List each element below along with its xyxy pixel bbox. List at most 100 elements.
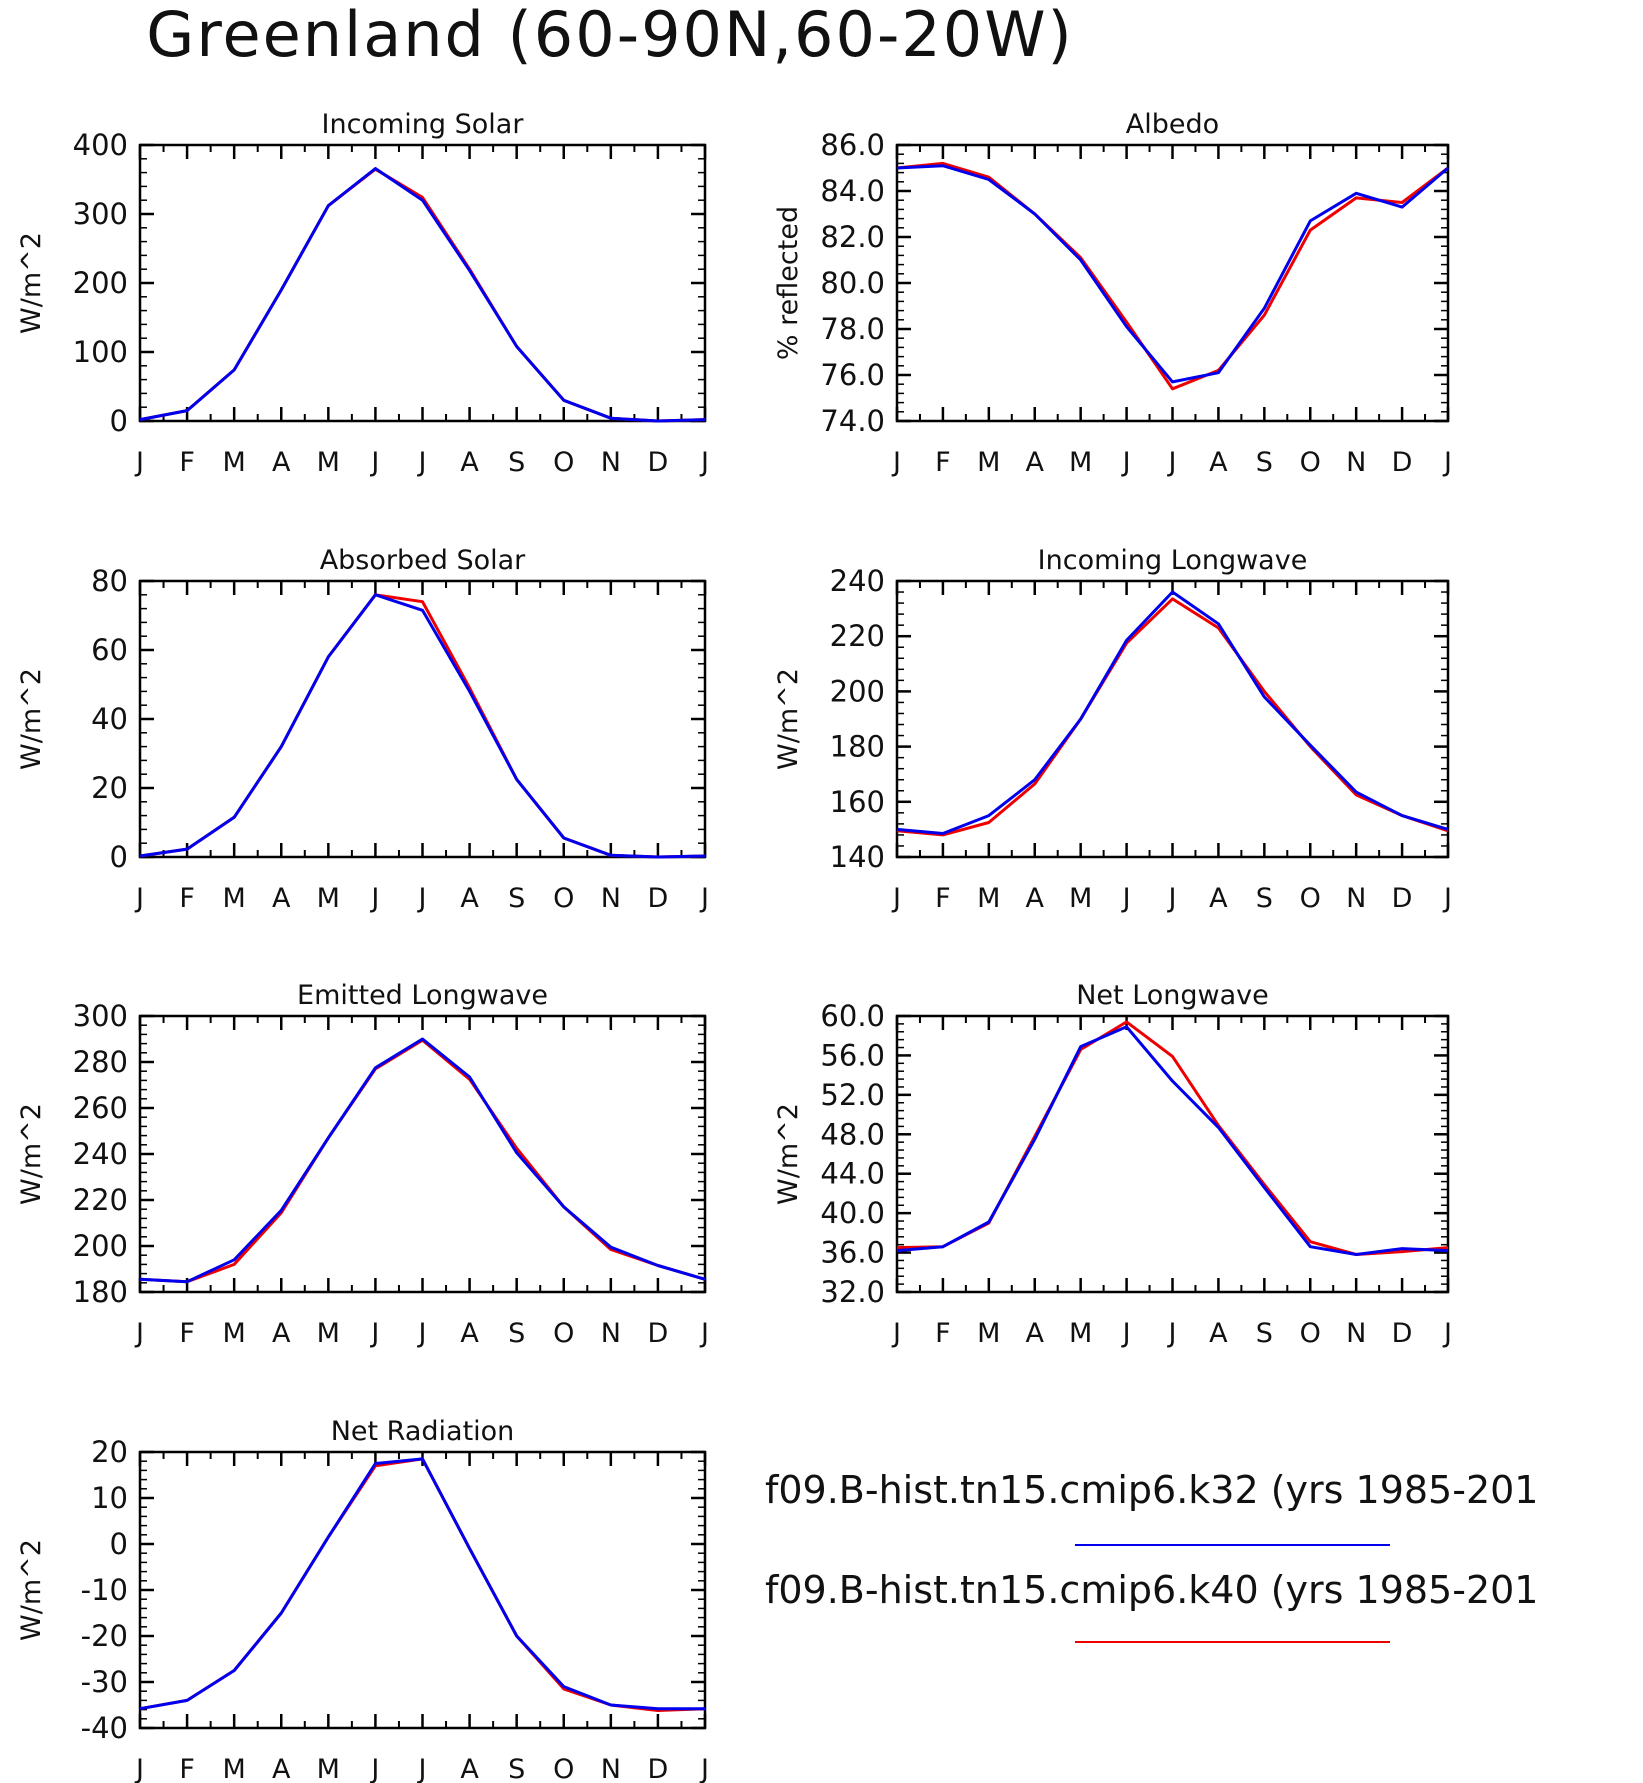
y-tick-label: -10 [81,1573,128,1607]
x-tick-label: M [977,1318,1000,1349]
x-tick-label: J [417,883,427,914]
x-tick-label: A [460,1318,479,1349]
x-tick-label: A [272,1754,291,1783]
x-tick-label: J [1442,883,1452,914]
x-tick-label: M [1069,1318,1092,1349]
x-tick-label: S [508,1754,525,1783]
x-tick-label: M [317,1754,340,1783]
y-tick-label: 240 [73,1137,128,1171]
x-tick-label: J [1121,883,1131,914]
y-tick-label: 160 [830,785,885,819]
x-tick-label: O [1300,883,1321,914]
plot-frame [138,1450,707,1730]
y-tick-label: 76.0 [820,358,885,392]
series-line-k40 [139,1457,706,1712]
x-tick-label: M [223,883,246,914]
series-line-k40 [896,1020,1449,1256]
series-line-k32 [896,1025,1449,1256]
y-tick-label: 100 [73,335,128,369]
legend-line-k40 [1075,1641,1390,1643]
y-tick-label: -30 [81,1665,128,1699]
x-tick-label: M [317,883,340,914]
x-tick-label: J [1167,883,1177,914]
legend-label-k40: f09.B-hist.tn15.cmip6.k40 (yrs 1985-201 [765,1568,1539,1612]
x-tick-label: N [601,1754,621,1783]
y-axis-label: W/m^2 [16,1539,47,1641]
chart-title: Net Radiation [331,1416,515,1447]
x-tick-label: O [553,883,574,914]
chart-title: Absorbed Solar [320,545,526,576]
x-tick-label: J [134,447,144,478]
x-tick-label: J [699,447,709,478]
x-tick-label: F [179,1754,195,1783]
y-tick-label: 200 [73,1229,128,1263]
y-tick-label: 220 [830,619,885,653]
y-tick-label: 84.0 [820,174,885,208]
x-tick-label: F [179,447,195,478]
x-tick-label: N [1346,883,1366,914]
x-tick-label: N [1346,1318,1366,1349]
y-tick-label: 40 [91,702,128,736]
x-tick-label: F [179,1318,195,1349]
x-tick-label: J [891,1318,901,1349]
y-tick-label: 86.0 [820,128,885,162]
x-tick-label: A [460,1754,479,1783]
x-tick-label: A [1026,1318,1045,1349]
x-tick-label: M [977,447,1000,478]
y-tick-label: 280 [73,1045,128,1079]
y-tick-label: 400 [73,128,128,162]
series-line-k32 [896,164,1449,384]
y-axis-label: W/m^2 [16,232,47,334]
x-tick-label: A [1026,883,1045,914]
y-tick-label: 80 [91,564,128,598]
x-tick-label: J [1442,1318,1452,1349]
plot-frame [138,579,707,859]
y-tick-label: 200 [830,674,885,708]
x-tick-label: O [1300,447,1321,478]
x-tick-label: D [648,1318,669,1349]
x-tick-label: A [272,447,291,478]
x-tick-label: J [417,1754,427,1783]
series-line-k40 [896,161,1449,391]
x-tick-label: D [648,1754,669,1783]
x-tick-label: J [369,447,379,478]
x-tick-label: O [1300,1318,1321,1349]
y-tick-label: 260 [73,1091,128,1125]
x-tick-label: D [1392,1318,1413,1349]
x-tick-label: D [1392,883,1413,914]
chart-title: Incoming Longwave [1038,545,1308,576]
y-tick-label: 40.0 [820,1196,885,1230]
x-tick-label: J [1167,447,1177,478]
y-axis-label: W/m^2 [773,1103,804,1205]
y-tick-label: 52.0 [820,1078,885,1112]
x-tick-label: N [1346,447,1366,478]
x-tick-label: F [935,447,951,478]
y-tick-label: 0 [110,840,128,874]
y-tick-label: 300 [73,197,128,231]
y-tick-label: 220 [73,1183,128,1217]
x-tick-label: J [1121,447,1131,478]
x-tick-label: J [891,447,901,478]
series-line-k40 [139,167,706,423]
x-tick-label: J [134,883,144,914]
x-tick-label: A [460,883,479,914]
y-tick-label: 60 [91,633,128,667]
x-tick-label: N [601,447,621,478]
y-tick-label: 180 [73,1275,128,1309]
y-tick-label: 60.0 [820,999,885,1033]
x-tick-label: F [179,883,195,914]
x-tick-label: J [417,447,427,478]
page-title: Greenland (60-90N,60-20W) [146,0,1074,71]
x-tick-label: A [272,883,291,914]
y-tick-label: 180 [830,730,885,764]
x-tick-label: J [699,1754,709,1783]
x-tick-label: M [1069,447,1092,478]
y-tick-label: 300 [73,999,128,1033]
series-line-k32 [139,167,706,423]
